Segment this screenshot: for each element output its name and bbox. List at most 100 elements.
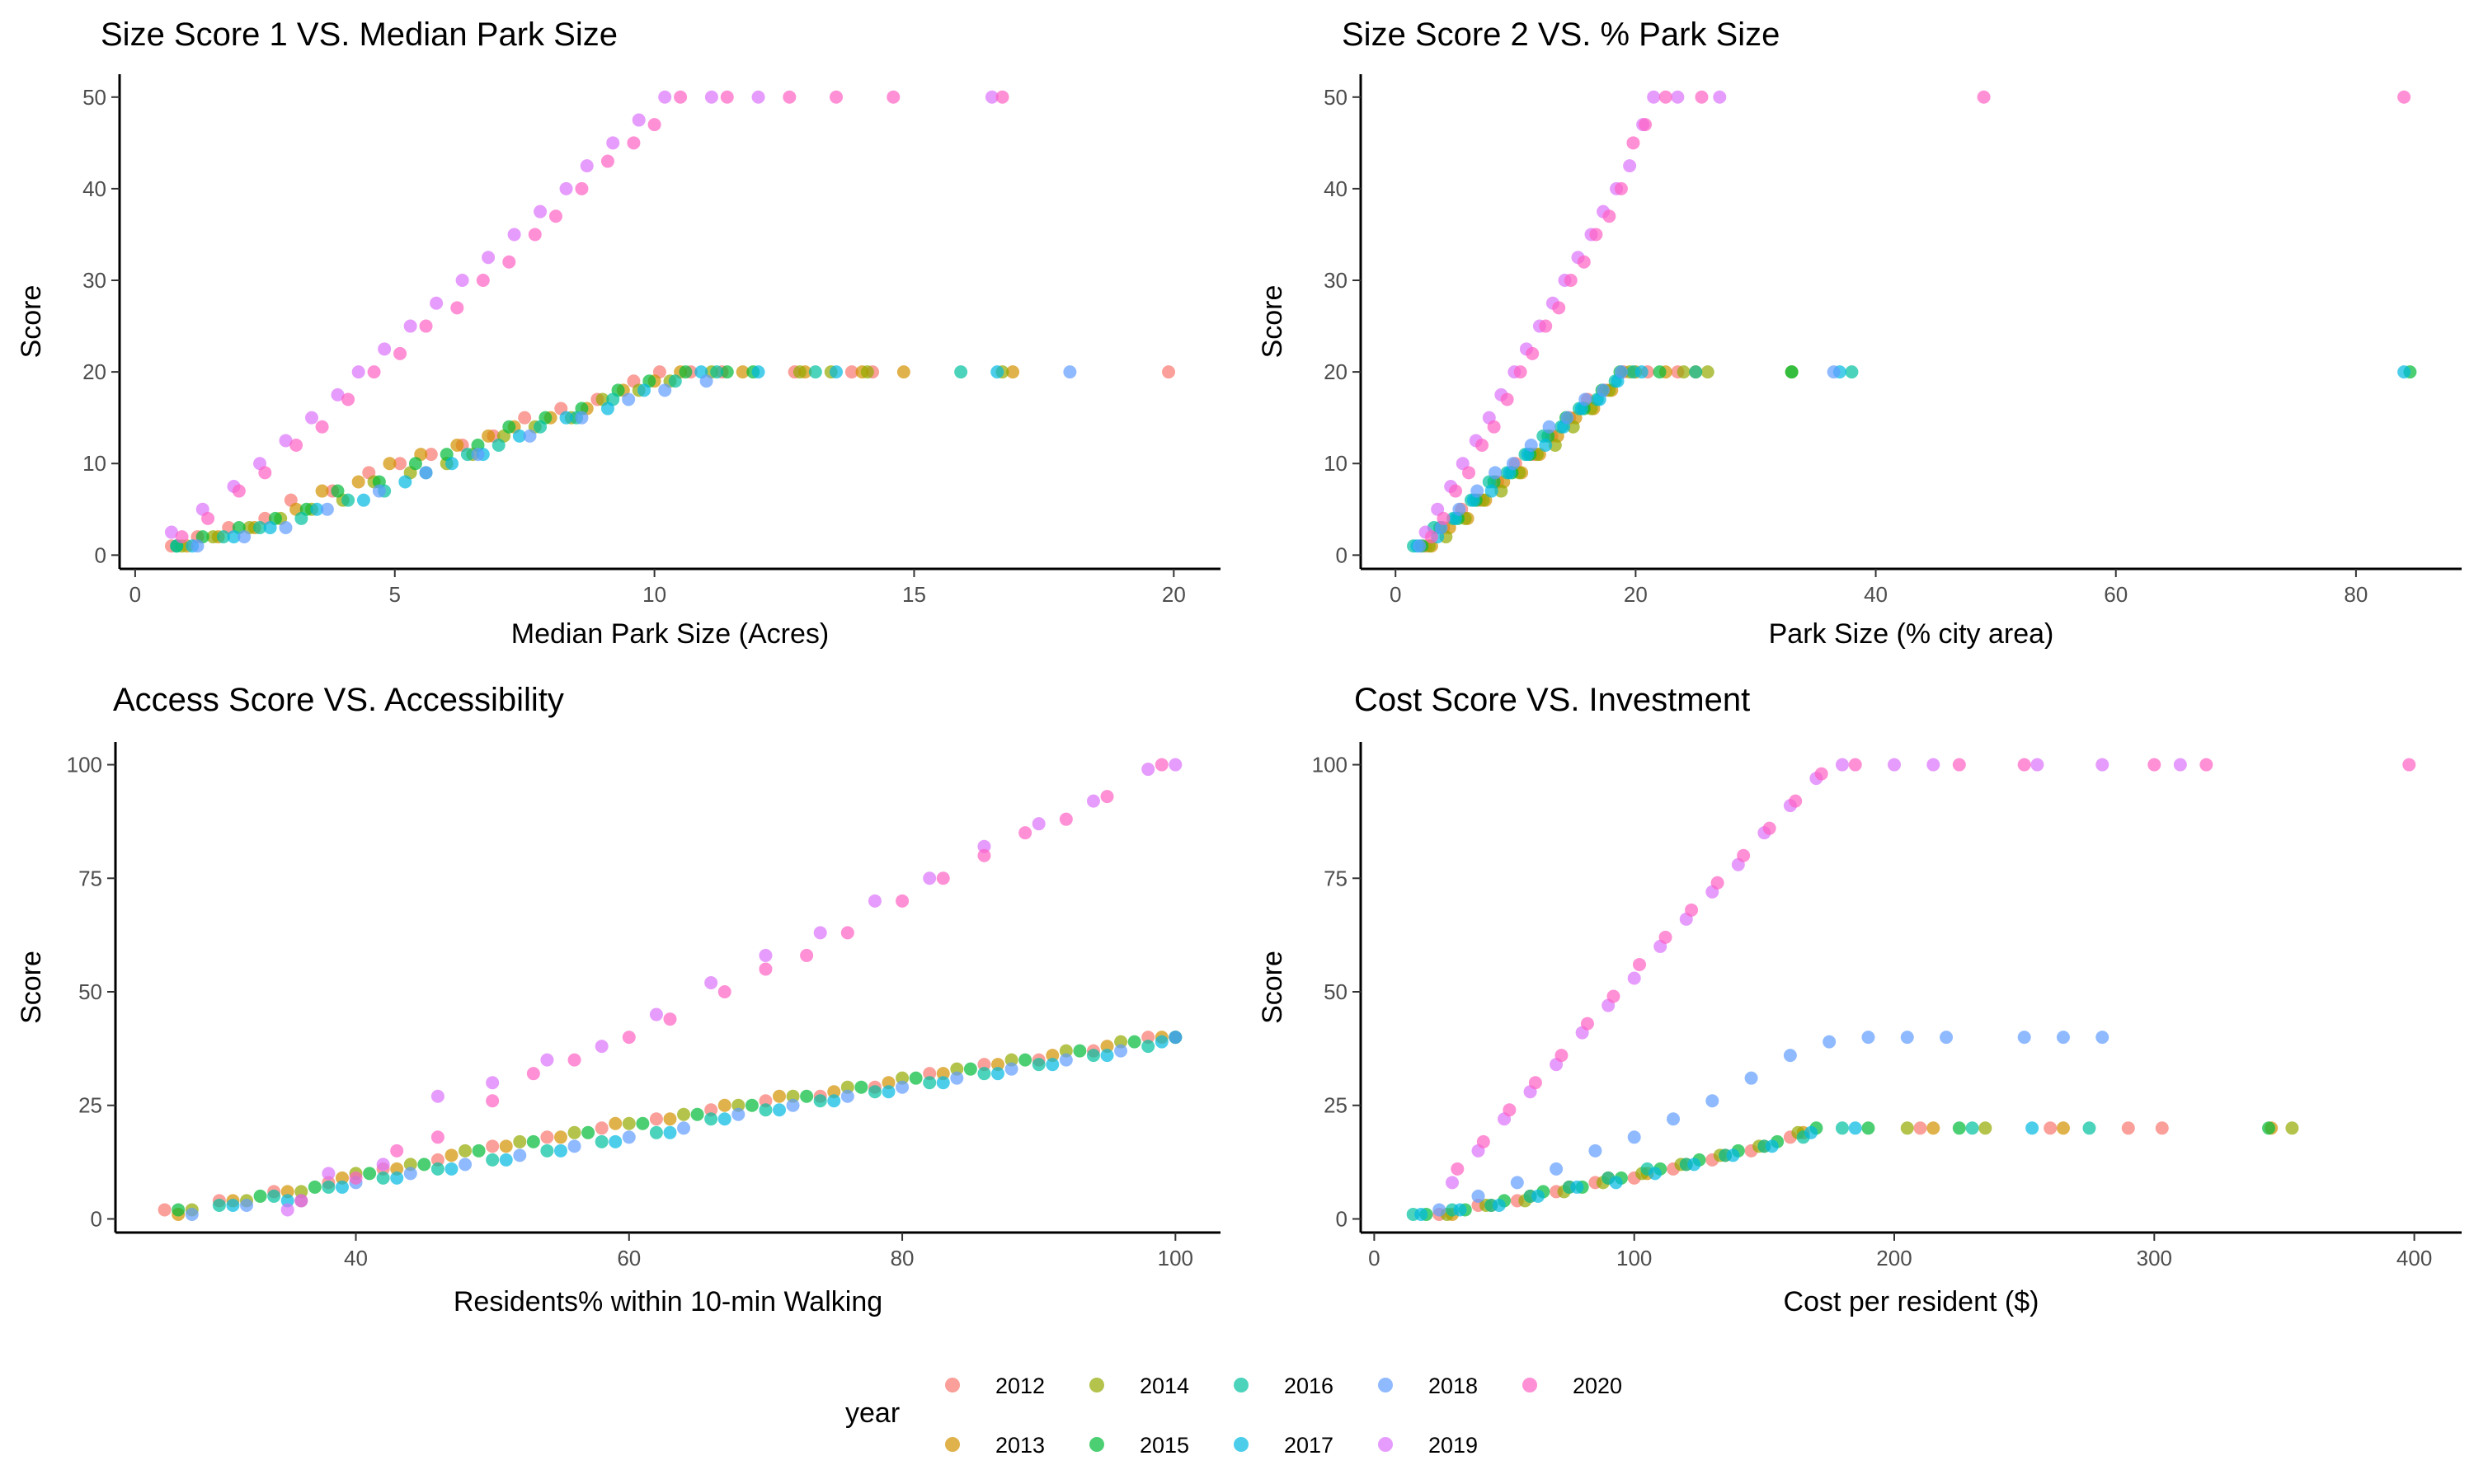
data-point-2014 [1004, 1053, 1018, 1067]
data-point-2020 [663, 1012, 677, 1026]
data-point-2014 [567, 1125, 581, 1139]
legend-label: 2018 [1428, 1374, 1478, 1398]
data-point-2014 [2285, 1121, 2299, 1135]
data-point-2018 [1004, 1062, 1018, 1076]
data-point-2013 [736, 365, 750, 379]
data-point-2019 [1032, 817, 1046, 831]
data-point-2013 [772, 1089, 786, 1103]
data-point-2019 [1713, 90, 1727, 104]
data-point-2014 [459, 1144, 473, 1158]
data-point-2017 [1634, 365, 1649, 379]
data-point-2020 [600, 154, 614, 168]
data-point-2020 [783, 90, 797, 104]
data-point-2019 [1086, 794, 1100, 808]
data-point-2019 [759, 948, 773, 962]
data-point-2014 [206, 530, 220, 544]
data-point-2018 [403, 1167, 417, 1181]
y-axis-title: Score [16, 951, 47, 1024]
data-point-2019 [1647, 90, 1661, 104]
data-point-2020 [1606, 989, 1620, 1003]
data-point-2016 [1835, 1121, 1849, 1135]
data-point-2020 [896, 894, 910, 908]
data-point-2014 [1059, 1044, 1073, 1058]
data-point-2016 [649, 1125, 663, 1139]
data-point-2018 [1744, 1071, 1758, 1085]
data-point-2017 [499, 1153, 513, 1167]
data-point-2018 [1470, 484, 1484, 498]
x-tick-label: 5 [389, 582, 401, 607]
x-axis-title: Median Park Size (Acres) [511, 618, 829, 650]
data-point-2014 [1700, 365, 1714, 379]
data-point-2012 [540, 1130, 554, 1144]
data-point-2020 [450, 301, 464, 315]
data-point-2017 [226, 1198, 240, 1212]
data-point-2014 [840, 1080, 854, 1094]
x-tick-label: 0 [1390, 582, 1401, 607]
data-point-2018 [1114, 1044, 1128, 1058]
data-point-2019 [2095, 758, 2109, 772]
data-point-2016 [868, 1085, 882, 1099]
data-point-2017 [1046, 1058, 1060, 1072]
x-axis-title: Park Size (% city area) [1769, 618, 2054, 650]
data-point-2015 [308, 1180, 322, 1194]
data-point-2020 [1424, 530, 1438, 544]
data-point-2017 [991, 1067, 1005, 1081]
data-point-2020 [800, 948, 814, 962]
data-point-2020 [1552, 301, 1566, 315]
data-point-2018 [1550, 1162, 1564, 1176]
data-point-2016 [977, 1067, 991, 1081]
y-tick-label: 50 [1324, 979, 1348, 1004]
legend-label: 2012 [995, 1374, 1045, 1398]
data-point-2012 [1162, 365, 1176, 379]
legend-label: 2015 [1140, 1433, 1189, 1458]
data-point-2018 [185, 1207, 199, 1221]
data-point-2016 [923, 1076, 937, 1090]
data-point-2019 [1926, 758, 1940, 772]
data-point-2014 [1677, 365, 1691, 379]
panel-title: Size Score 1 VS. Median Park Size [101, 16, 618, 53]
data-point-2018 [240, 1198, 254, 1212]
legend-key-2015 [1089, 1437, 1104, 1452]
data-point-2020 [232, 484, 246, 498]
panel-4: Cost Score VS. Investment 0 100 200 300 400 0 2… [1257, 682, 2462, 1317]
x-tick-label: 400 [2396, 1246, 2432, 1270]
data-point-2018 [1861, 1031, 1875, 1045]
data-point-2015 [690, 1107, 704, 1121]
data-point-2015 [2262, 1121, 2276, 1135]
data-point-2016 [376, 1171, 390, 1185]
data-point-2012 [158, 1203, 172, 1217]
data-point-2013 [1046, 1049, 1060, 1063]
scatter-points [1407, 90, 2417, 553]
data-point-2020 [1658, 90, 1672, 104]
data-point-2017 [882, 1085, 896, 1099]
data-point-2015 [1073, 1044, 1087, 1058]
data-point-2019 [985, 90, 999, 104]
data-point-2017 [1804, 1125, 1818, 1139]
data-point-2020 [341, 392, 355, 406]
data-point-2019 [813, 926, 827, 940]
y-axis-title: Score [1257, 951, 1288, 1024]
data-point-2015 [417, 1158, 431, 1172]
data-point-2015 [502, 420, 516, 434]
y-tick-label: 20 [82, 359, 106, 384]
data-point-2016 [1845, 365, 1859, 379]
data-point-2018 [699, 374, 713, 388]
data-point-2020 [1737, 848, 1751, 862]
y-tick-label: 100 [1312, 753, 1348, 777]
data-point-2019 [331, 387, 345, 402]
data-point-2020 [1695, 90, 1709, 104]
data-point-2019 [1445, 1176, 1459, 1190]
data-point-2018 [190, 539, 205, 553]
panel-1: Size Score 1 VS. Median Park Size 0 5 10 15 2… [16, 16, 1221, 650]
data-point-2020 [1449, 484, 1463, 498]
data-point-2014 [793, 365, 807, 379]
data-point-2018 [622, 1130, 636, 1144]
data-point-2016 [460, 448, 474, 462]
data-point-2014 [896, 1071, 910, 1085]
data-point-2016 [1086, 1049, 1100, 1063]
legend-key-2020 [1522, 1378, 1537, 1392]
data-point-2018 [459, 1158, 473, 1172]
data-point-2017 [390, 1171, 404, 1185]
legend: year 2012 2013 2014 2015 2016 2017 2018 2019 2020 [845, 1374, 1622, 1458]
data-point-2019 [595, 1040, 609, 1054]
